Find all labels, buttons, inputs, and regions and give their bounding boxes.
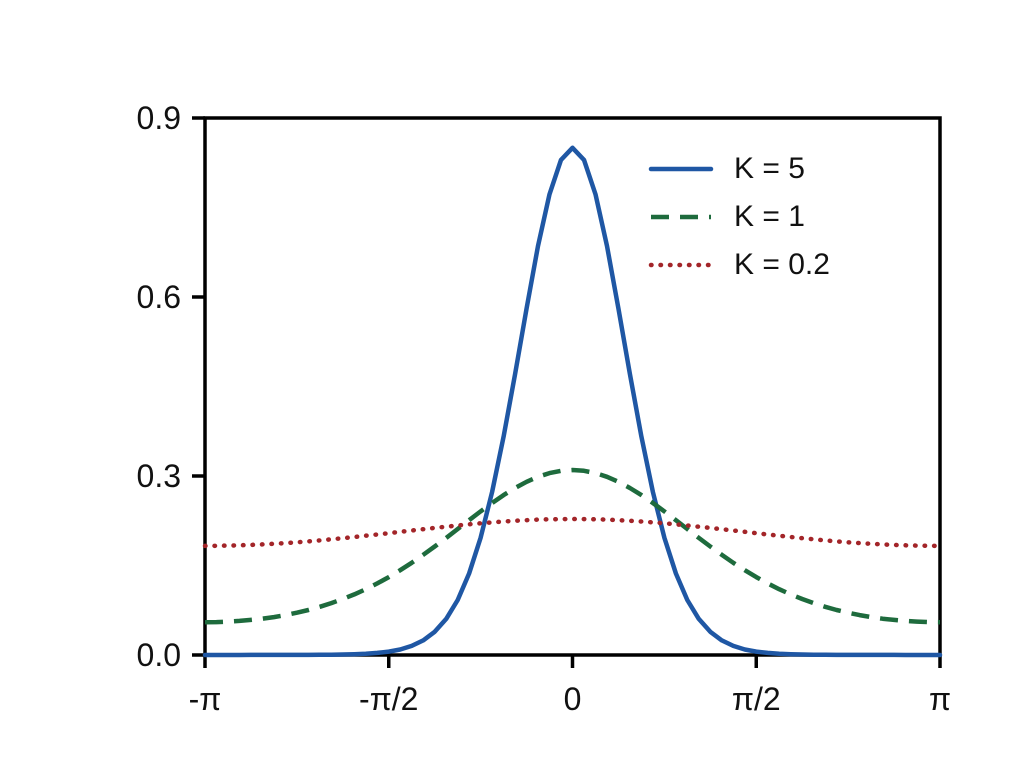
y-tick-label: 0.3	[137, 458, 181, 494]
x-tick-label: -π	[189, 681, 222, 717]
legend-label: K = 5	[734, 151, 805, 185]
curve-series-0	[202, 145, 943, 658]
legend-label: K = 0.2	[734, 247, 830, 281]
legend-item: K = 1	[648, 198, 830, 235]
curve-series-1	[204, 467, 941, 625]
legend-line-solid-icon	[648, 166, 714, 171]
legend-item: K = 5	[648, 150, 830, 187]
x-tick-label: -π/2	[359, 681, 418, 717]
legend-label: K = 1	[734, 199, 805, 233]
y-tick-label: 0.9	[137, 100, 181, 136]
x-tick-label: 0	[564, 681, 582, 717]
x-tick-label: π	[929, 681, 951, 717]
legend: K = 5 K = 1 K = 0.2	[648, 150, 830, 283]
legend-line-dotted-icon	[648, 262, 714, 267]
legend-item: K = 0.2	[648, 246, 830, 283]
curve-series-2	[202, 516, 943, 549]
x-tick-label: π/2	[732, 681, 781, 717]
legend-line-dashed-icon	[651, 214, 711, 219]
y-tick-label: 0.6	[137, 279, 181, 315]
y-tick-label: 0.0	[137, 637, 181, 673]
